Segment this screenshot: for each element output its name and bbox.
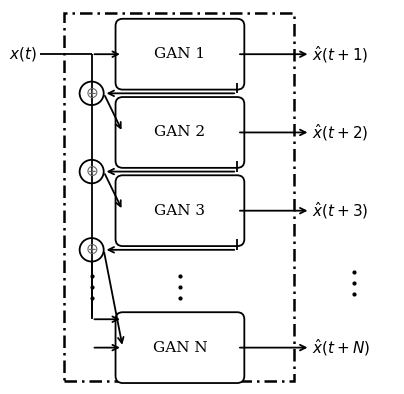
Text: GAN N: GAN N	[153, 341, 207, 355]
Text: $x(t)$: $x(t)$	[9, 45, 37, 63]
Circle shape	[80, 238, 104, 262]
Circle shape	[80, 160, 104, 183]
Text: $\hat{x}(t+3)$: $\hat{x}(t+3)$	[312, 200, 369, 221]
Text: GAN 3: GAN 3	[154, 204, 205, 218]
Text: GAN 1: GAN 1	[154, 47, 206, 61]
FancyBboxPatch shape	[116, 19, 244, 89]
FancyBboxPatch shape	[116, 97, 244, 168]
Text: GAN 2: GAN 2	[154, 125, 206, 139]
Text: $\hat{x}(t+1)$: $\hat{x}(t+1)$	[312, 44, 369, 65]
FancyBboxPatch shape	[116, 175, 244, 246]
FancyBboxPatch shape	[116, 312, 244, 383]
Text: ⊕: ⊕	[85, 164, 98, 179]
Text: ⊕: ⊕	[85, 242, 98, 257]
Circle shape	[80, 82, 104, 105]
Text: ⊕: ⊕	[85, 86, 98, 101]
Text: $\hat{x}(t+2)$: $\hat{x}(t+2)$	[312, 122, 369, 143]
Text: $\hat{x}(t+N)$: $\hat{x}(t+N)$	[312, 337, 370, 358]
